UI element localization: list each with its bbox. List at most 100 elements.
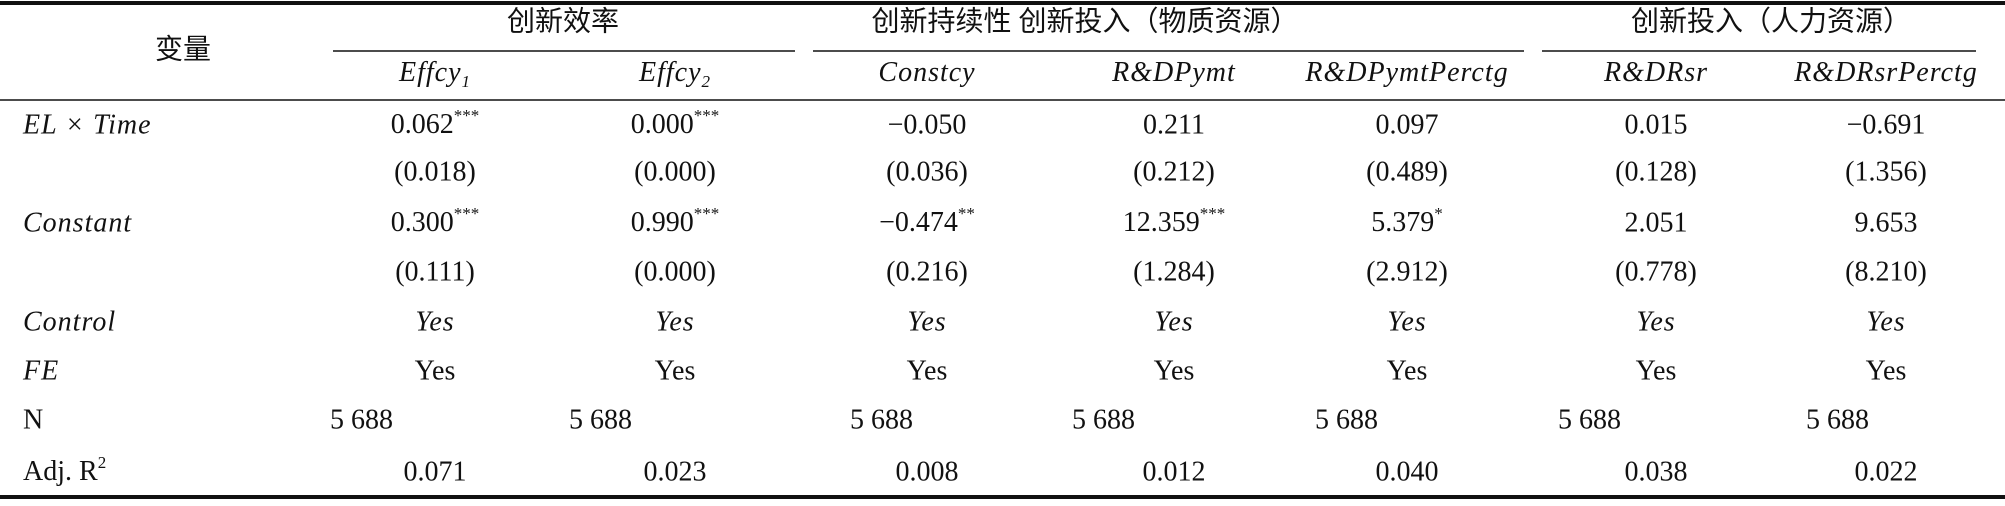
cell: 0.015 [1625,109,1688,140]
row-label: N [23,404,43,435]
group-header: 创新投入（人力资源） [1631,5,1911,37]
column-header: Constcy [878,57,975,88]
column-header: Effcy2 [638,57,711,90]
cell: (0.111) [395,256,475,287]
cell: Yes [1387,355,1428,386]
cell-text: 0.062 [391,109,454,140]
cell: Yes [1866,306,1905,337]
row-label: Adj. R2 [23,453,106,488]
cell: (0.212) [1133,156,1215,187]
cell: 0.990*** [631,204,720,239]
cell: Yes [1387,306,1426,337]
column-header-text: R&DRsrPerctg [1793,57,1978,88]
cell: (0.000) [634,256,716,287]
cell: 9.653 [1855,207,1918,238]
cell-text: 0.000 [631,109,694,140]
cell: Yes [415,355,456,386]
cell: 0.071 [404,456,467,487]
cell-text: 0.990 [631,207,694,238]
cell: 0.023 [644,456,707,487]
cell: Yes [655,306,694,337]
cell: (0.018) [394,156,476,187]
cell: Yes [907,306,946,337]
row-label: FE [22,355,59,386]
cell: 0.097 [1376,109,1439,140]
superscript: *** [454,204,480,223]
cell-text: 5.379 [1371,207,1434,238]
cell-text: 12.359 [1123,207,1200,238]
cell: Yes [1636,306,1675,337]
subscript: 2 [702,72,712,91]
row-label-text: Adj. R [23,456,98,487]
column-header: Effcy1 [398,57,471,90]
cell: (0.216) [886,256,968,287]
superscript: *** [454,106,480,125]
cell: Yes [1154,355,1195,386]
cell: 2.051 [1625,207,1688,238]
superscript: ** [958,204,975,223]
superscript: *** [1200,204,1226,223]
cell: 0.062*** [391,106,480,141]
cell: (0.128) [1615,156,1697,187]
cell: 5 688 [850,404,913,435]
row-label: Control [23,306,116,337]
cell-text: −0.474 [879,207,958,238]
cell: −0.474** [879,204,975,239]
cell: (2.912) [1366,256,1448,287]
column-header: R&DPymt [1111,57,1236,88]
cell: 5 688 [1315,404,1378,435]
cell: (0.036) [886,156,968,187]
cell-text: 0.300 [391,207,454,238]
cell: 0.300*** [391,204,480,239]
cell: (1.284) [1133,256,1215,287]
cell: −0.050 [888,109,967,140]
cell: (0.778) [1615,256,1697,287]
cell: 5 688 [330,404,393,435]
group-header: 创新持续性 创新投入（物质资源） [871,5,1298,37]
column-header-text: Effcy [638,57,702,88]
cell: 5 688 [1558,404,1621,435]
cell: Yes [907,355,948,386]
cell: −0.691 [1847,109,1926,140]
cell: 0.000*** [631,106,720,141]
column-header-text: R&DPymt [1111,57,1236,88]
cell: 5 688 [1072,404,1135,435]
cell: Yes [1866,355,1907,386]
variable-header: 变量 [155,33,211,65]
cell: 0.008 [896,456,959,487]
column-header-text: Effcy [398,57,462,88]
cell: Yes [655,355,696,386]
column-header-text: Constcy [878,57,975,88]
cell: (1.356) [1845,156,1927,187]
cell: 0.211 [1143,109,1205,140]
row-label: EL × Time [22,109,152,140]
superscript: *** [694,204,720,223]
cell: 5.379* [1371,204,1443,239]
cell: Yes [415,306,454,337]
cell: 5 688 [569,404,632,435]
cell: 0.022 [1855,456,1918,487]
cell: 5 688 [1806,404,1869,435]
cell: (0.489) [1366,156,1448,187]
cell: 0.038 [1625,456,1688,487]
group-header: 创新效率 [507,5,619,37]
column-header: R&DRsr [1603,57,1708,88]
row-label: Constant [23,207,132,238]
superscript: *** [694,106,720,125]
cell: 0.040 [1376,456,1439,487]
cell: (0.000) [634,156,716,187]
cell: 12.359*** [1123,204,1226,239]
column-header-text: R&DPymtPerctg [1304,57,1508,88]
column-header-text: R&DRsr [1603,57,1708,88]
cell: 0.012 [1143,456,1206,487]
column-header: R&DPymtPerctg [1304,57,1508,88]
cell: Yes [1636,355,1677,386]
cell: Yes [1154,306,1193,337]
superscript: 2 [98,453,107,472]
subscript: 1 [462,72,472,91]
superscript: * [1434,204,1443,223]
column-header: R&DRsrPerctg [1793,57,1978,88]
cell: (8.210) [1845,256,1927,287]
